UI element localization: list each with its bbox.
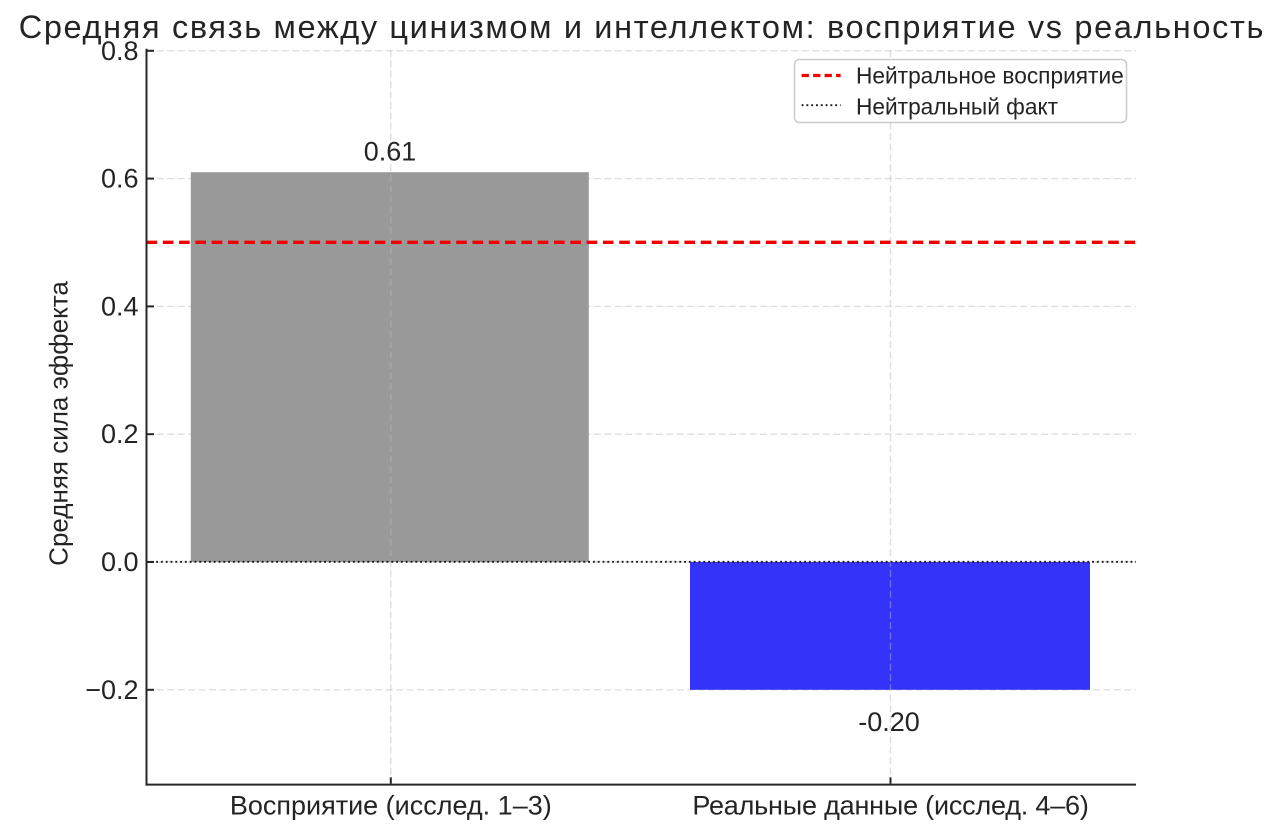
svg-text:Средняя связь между цинизмом и: Средняя связь между цинизмом и интеллект… — [19, 9, 1265, 45]
svg-text:0.4: 0.4 — [101, 291, 139, 321]
svg-text:Восприятие (исслед. 1–3): Восприятие (исслед. 1–3) — [230, 791, 552, 821]
svg-text:−0.2: −0.2 — [85, 675, 138, 705]
svg-text:0.0: 0.0 — [101, 547, 139, 577]
svg-text:0.61: 0.61 — [364, 136, 417, 166]
svg-text:0.8: 0.8 — [101, 36, 139, 66]
svg-text:-0.20: -0.20 — [858, 707, 920, 737]
svg-text:Нейтральный факт: Нейтральный факт — [856, 93, 1058, 119]
svg-text:0.2: 0.2 — [101, 419, 139, 449]
svg-text:Средняя сила эффекта: Средняя сила эффекта — [44, 281, 74, 566]
svg-text:Нейтральное восприятие: Нейтральное восприятие — [856, 63, 1124, 89]
svg-text:Реальные данные (исслед. 4–6): Реальные данные (исслед. 4–6) — [692, 791, 1088, 821]
svg-text:0.6: 0.6 — [101, 164, 139, 194]
